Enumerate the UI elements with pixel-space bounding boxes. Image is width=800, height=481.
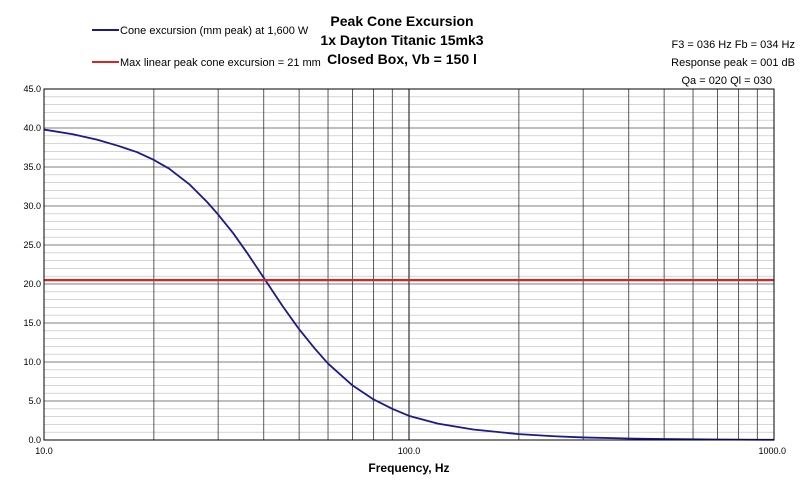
y-tick-label: 10.0 (23, 357, 41, 367)
info-f3-fb: F3 = 036 Hz Fb = 034 Hz (671, 39, 795, 51)
legend-label-max-linear: Max linear peak cone excursion = 21 mm (120, 57, 321, 69)
x-tick-label: 1000.0 (758, 446, 786, 456)
y-tick-label: 25.0 (23, 240, 41, 250)
chart-title: Peak Cone Excursion 1x Dayton Titanic 15… (320, 13, 483, 67)
series-layer (43, 128, 775, 441)
y-tick-label: 5.0 (28, 396, 41, 406)
y-tick-label: 40.0 (23, 123, 41, 133)
legend: Cone excursion (mm peak) at 1,600 W Max … (92, 25, 321, 69)
info-qa-ql: Qa = 020 Ql = 030 (681, 75, 772, 87)
major-grid (44, 89, 774, 440)
x-tick-label: 100.0 (398, 446, 421, 456)
title-line-3: Closed Box, Vb = 150 l (327, 51, 477, 67)
info-response-peak: Response peak = 001 dB (671, 57, 795, 69)
y-tick-label: 15.0 (23, 318, 41, 328)
y-tick-label: 0.0 (28, 435, 41, 445)
x-axis-label: Frequency, Hz (368, 461, 449, 475)
x-tick-label: 10.0 (35, 446, 53, 456)
y-tick-label: 45.0 (23, 84, 41, 94)
series-line-cone-excursion (43, 128, 775, 441)
y-axis-ticks: 0.0 5.0 10.0 15.0 20.0 25.0 30.0 35.0 40.0 45.0 (23, 84, 41, 445)
x-axis-ticks: 10.0 100.0 1000.0 (35, 446, 786, 456)
y-tick-label: 20.0 (23, 279, 41, 289)
info-block: F3 = 036 Hz Fb = 034 Hz Response peak = … (671, 39, 795, 87)
plot-frame (43, 88, 775, 441)
y-tick-label: 35.0 (23, 162, 41, 172)
title-line-2: 1x Dayton Titanic 15mk3 (320, 32, 483, 48)
title-line-1: Peak Cone Excursion (330, 13, 473, 29)
y-tick-label: 30.0 (23, 201, 41, 211)
legend-label-cone-excursion: Cone excursion (mm peak) at 1,600 W (120, 25, 309, 37)
